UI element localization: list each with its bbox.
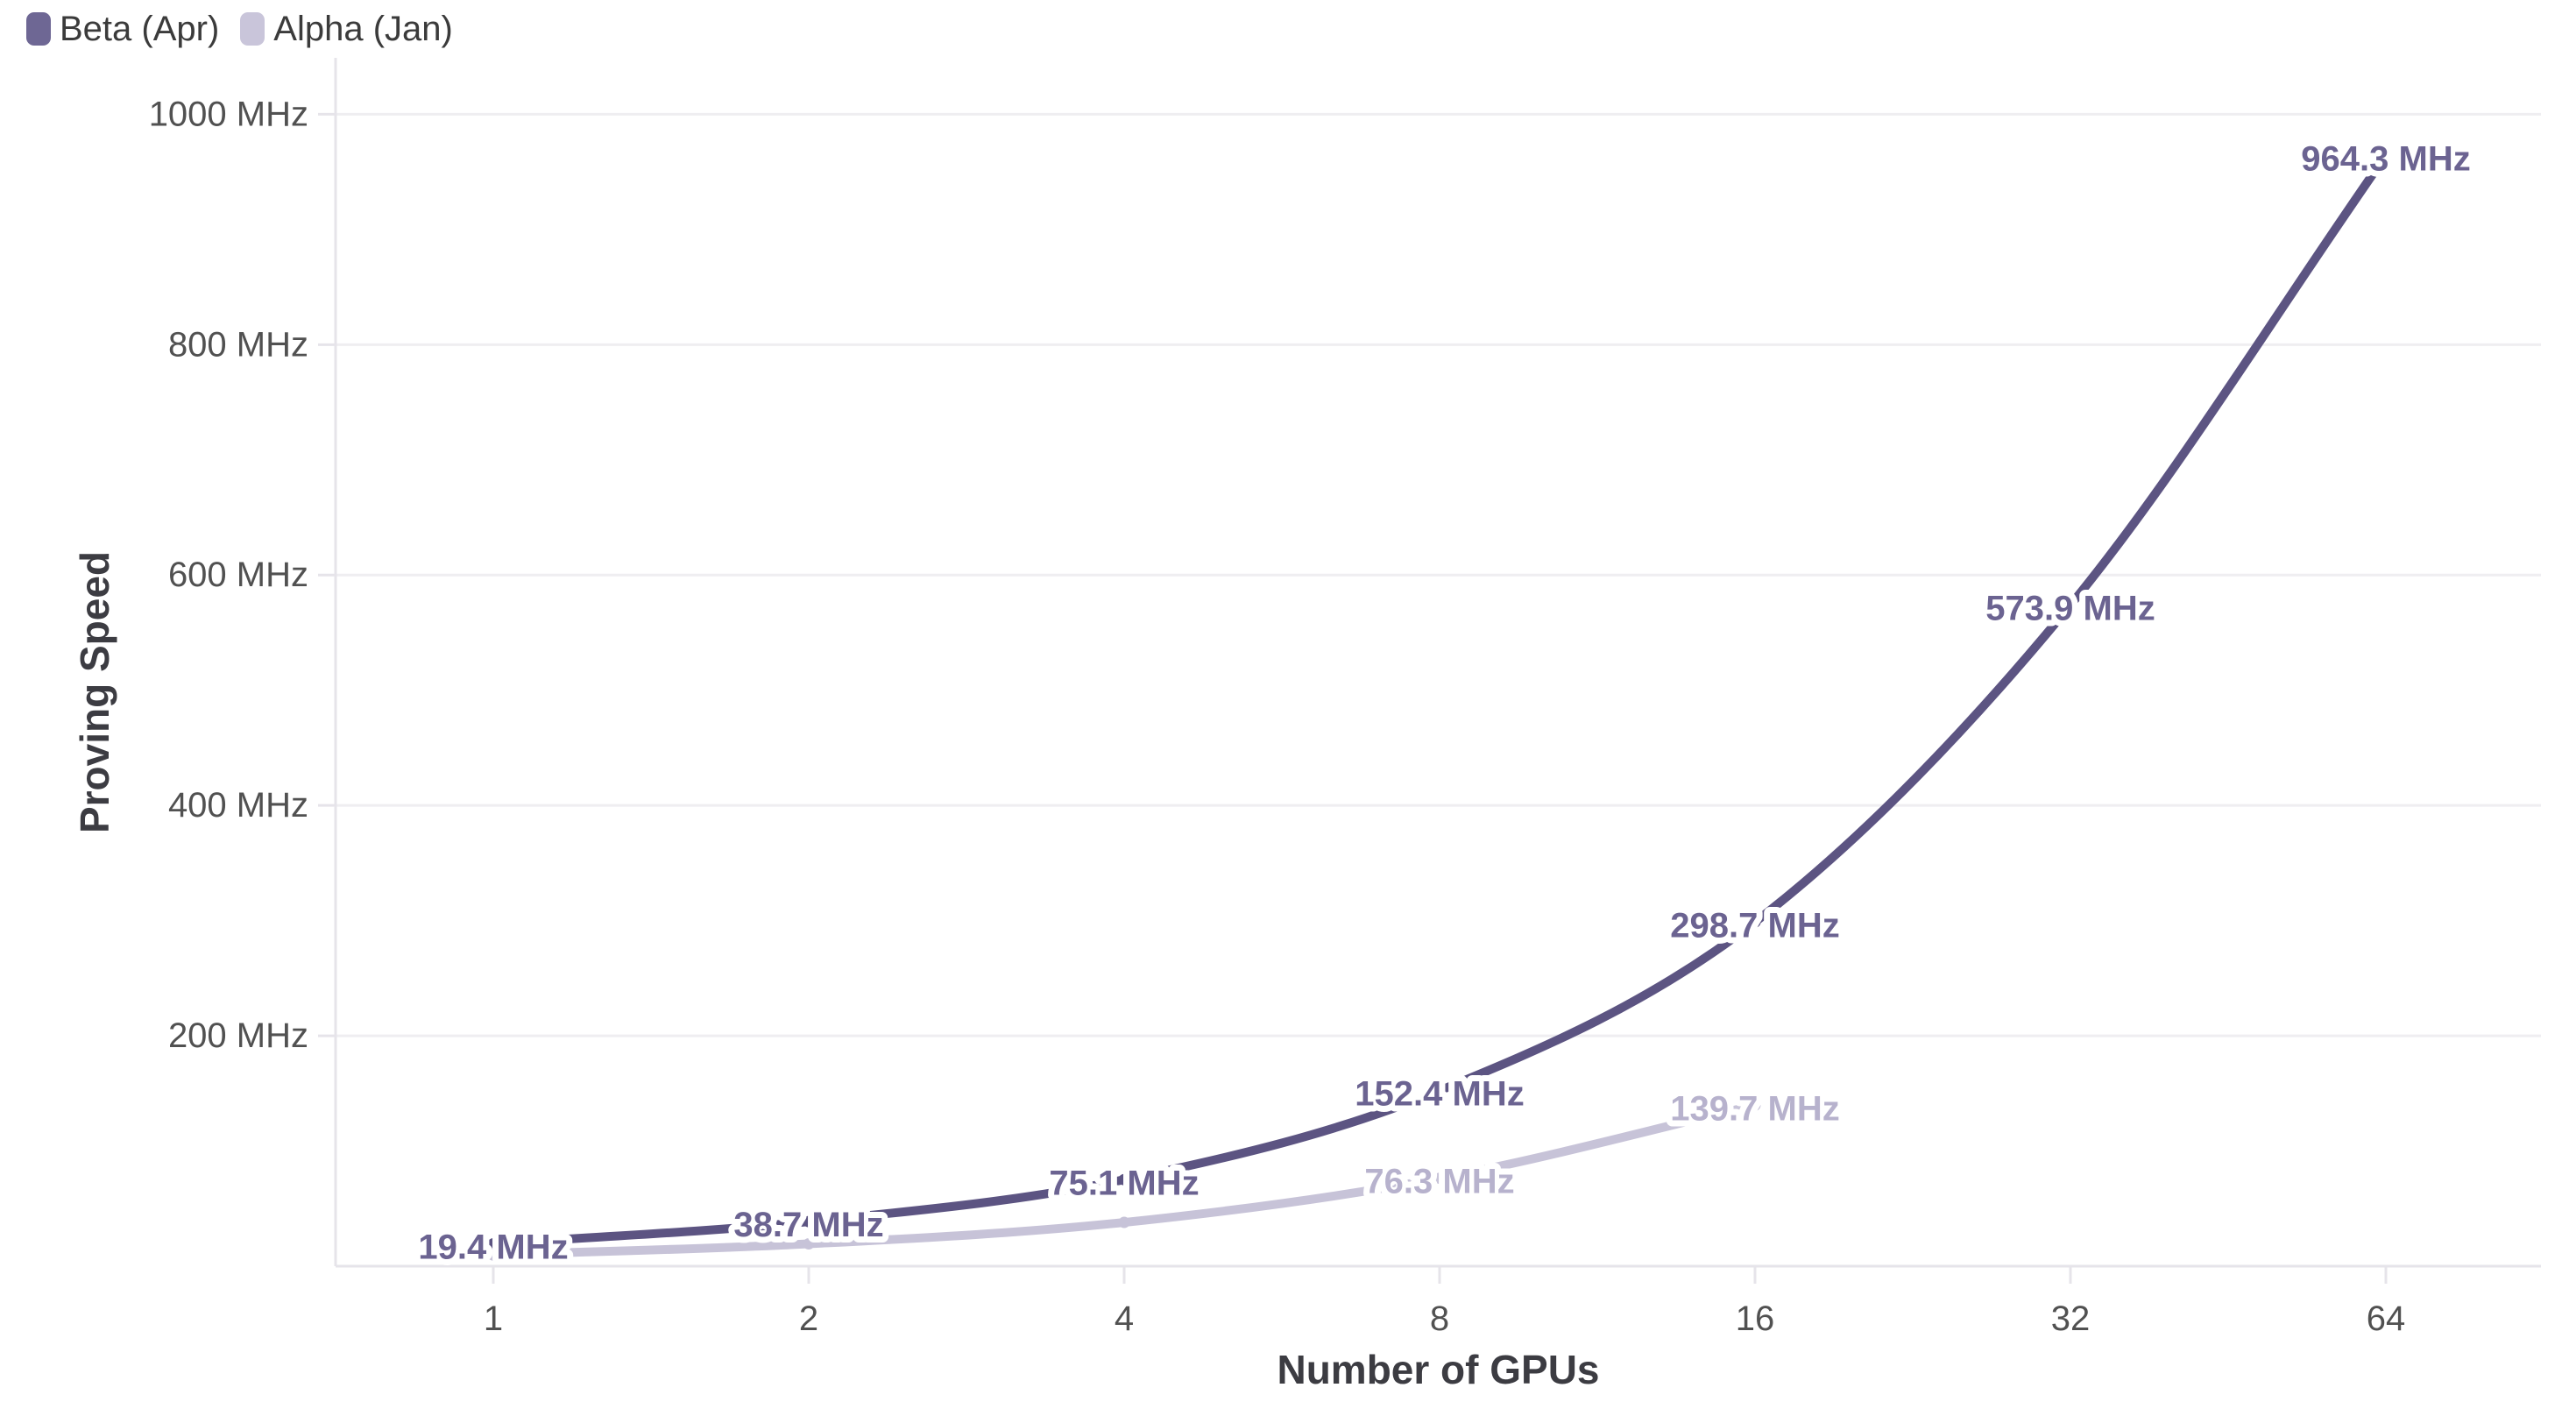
data-point-marker-beta-apr bbox=[2380, 149, 2392, 161]
data-point-marker-beta-apr bbox=[487, 1237, 499, 1250]
data-point-label-beta-apr: 38.7 MHz bbox=[733, 1206, 883, 1244]
legend-item-alpha-jan[interactable]: Alpha (Jan) bbox=[240, 11, 453, 46]
data-point-label-beta-apr: 152.4 MHz bbox=[1355, 1075, 1524, 1114]
data-point-marker-beta-apr bbox=[1118, 1173, 1130, 1186]
data-point-marker-beta-apr bbox=[803, 1215, 815, 1228]
x-tick-label: 8 bbox=[1430, 1299, 1449, 1338]
x-tick-label: 32 bbox=[2051, 1299, 2091, 1338]
data-point-label-beta-apr: 964.3 MHz bbox=[2301, 139, 2470, 178]
data-point-marker-alpha-jan bbox=[1749, 1099, 1761, 1111]
y-axis-title: Proving Speed bbox=[72, 551, 117, 833]
data-point-marker-alpha-jan bbox=[487, 1249, 499, 1261]
legend-label-alpha: Alpha (Jan) bbox=[273, 10, 453, 48]
y-tick-label: 600 MHz bbox=[168, 556, 308, 594]
data-point-marker-alpha-jan bbox=[803, 1237, 815, 1250]
x-tick-label: 1 bbox=[484, 1299, 503, 1338]
data-point-marker-alpha-jan bbox=[1433, 1172, 1446, 1185]
y-tick-label: 1000 MHz bbox=[149, 95, 308, 133]
legend-item-beta-apr[interactable]: Beta (Apr) bbox=[26, 11, 219, 46]
data-point-marker-alpha-jan bbox=[1118, 1216, 1130, 1228]
legend-swatch-beta-icon bbox=[26, 12, 51, 46]
y-tick-label: 800 MHz bbox=[168, 325, 308, 364]
x-tick-label: 16 bbox=[1736, 1299, 1775, 1338]
x-tick-label: 64 bbox=[2367, 1299, 2406, 1338]
legend-swatch-alpha-icon bbox=[240, 12, 265, 46]
legend-label-beta: Beta (Apr) bbox=[60, 10, 220, 48]
chart-legend: Beta (Apr) Alpha (Jan) bbox=[26, 11, 453, 46]
data-point-marker-beta-apr bbox=[2064, 599, 2077, 612]
data-point-label-beta-apr: 75.1 MHz bbox=[1049, 1164, 1199, 1202]
data-point-marker-beta-apr bbox=[1433, 1085, 1446, 1097]
x-tick-label: 4 bbox=[1115, 1299, 1134, 1338]
data-point-label-beta-apr: 19.4 MHz bbox=[418, 1228, 568, 1266]
data-point-marker-beta-apr bbox=[1749, 916, 1761, 928]
data-point-label-alpha-jan: 139.7 MHz bbox=[1670, 1089, 1839, 1128]
y-tick-label: 200 MHz bbox=[168, 1016, 308, 1055]
x-axis-title: Number of GPUs bbox=[1277, 1347, 1599, 1392]
series-line-beta-apr bbox=[489, 151, 2390, 1249]
x-tick-label: 2 bbox=[799, 1299, 818, 1338]
y-tick-label: 400 MHz bbox=[168, 786, 308, 825]
data-point-label-beta-apr: 298.7 MHz bbox=[1670, 906, 1839, 945]
data-point-label-alpha-jan: 76.3 MHz bbox=[1364, 1163, 1514, 1201]
data-point-label-beta-apr: 573.9 MHz bbox=[1985, 590, 2155, 628]
